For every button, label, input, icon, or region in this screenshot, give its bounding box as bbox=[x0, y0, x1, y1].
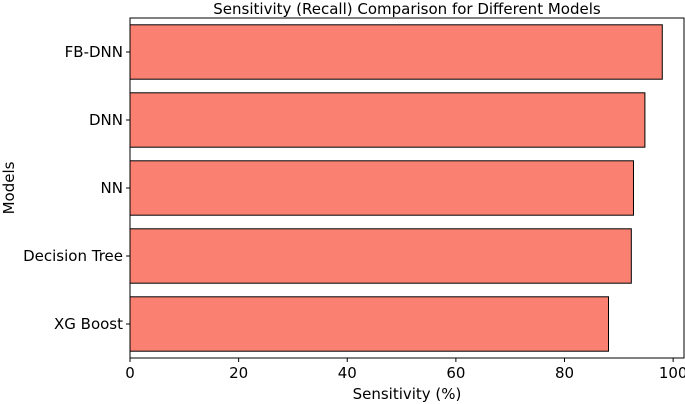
x-axis-label: Sensitivity (%) bbox=[353, 385, 462, 403]
y-tick-label: FB-DNN bbox=[65, 43, 123, 61]
x-tick-label: 20 bbox=[229, 364, 248, 382]
y-axis-ticks: FB-DNN DNN NN Decision Tree XG Boost bbox=[23, 43, 130, 333]
x-tick-label: 100 bbox=[659, 364, 685, 382]
y-tick-label: DNN bbox=[89, 111, 123, 129]
x-tick-label: 40 bbox=[338, 364, 357, 382]
bar-fb-dnn bbox=[129, 24, 663, 80]
bar-xg-boost bbox=[129, 296, 610, 352]
bars-layer bbox=[129, 24, 663, 352]
y-tick-label: Decision Tree bbox=[23, 247, 123, 265]
y-axis-label: Models bbox=[0, 161, 18, 214]
x-axis-ticks: 0 20 40 60 80 100 bbox=[125, 358, 685, 382]
y-tick-label: XG Boost bbox=[54, 315, 123, 333]
bar-nn bbox=[129, 160, 634, 216]
bar-decision-tree bbox=[129, 228, 632, 284]
chart-title: Sensitivity (Recall) Comparison for Diff… bbox=[213, 0, 601, 18]
bar-dnn bbox=[129, 92, 646, 148]
x-tick-label: 0 bbox=[125, 364, 135, 382]
y-tick-label: NN bbox=[101, 179, 123, 197]
x-tick-label: 80 bbox=[555, 364, 574, 382]
plot-frame bbox=[129, 17, 685, 359]
x-tick-label: 60 bbox=[446, 364, 465, 382]
